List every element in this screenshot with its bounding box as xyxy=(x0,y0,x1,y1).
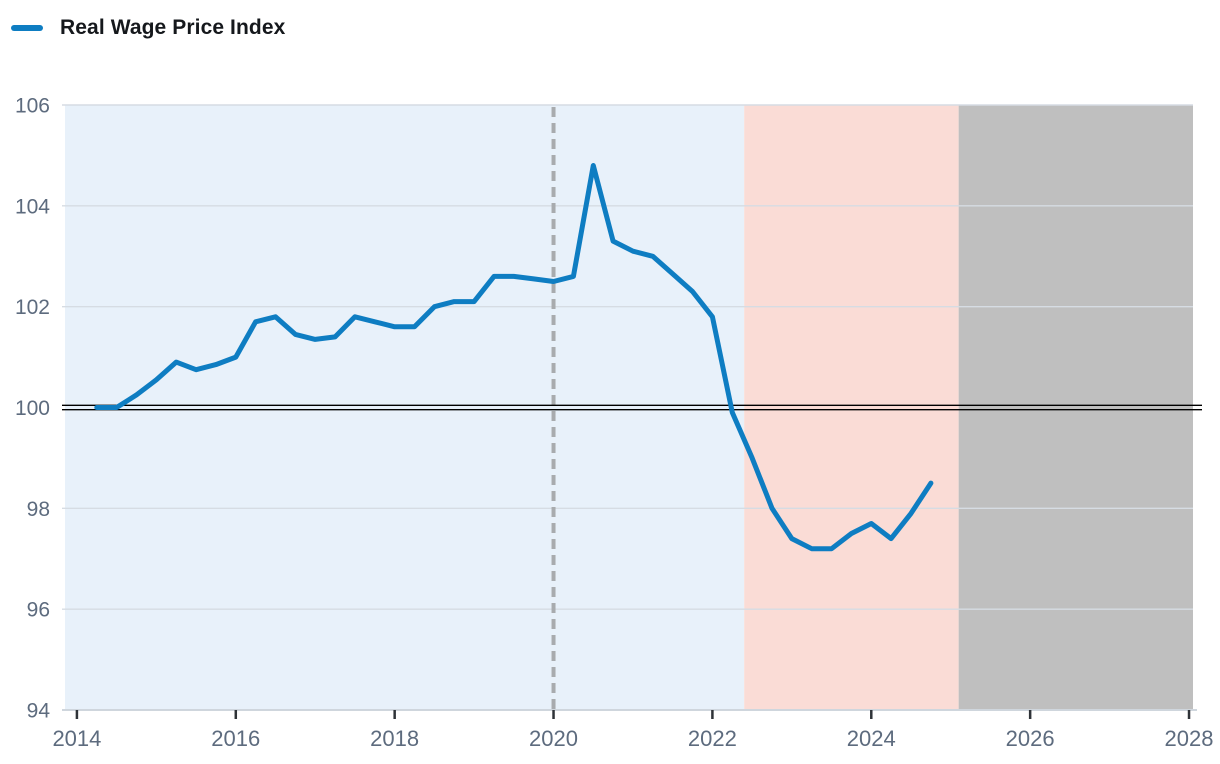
background-pink-band xyxy=(744,105,959,710)
y-tick-label-98: 98 xyxy=(27,498,50,521)
x-tick-label-2022: 2022 xyxy=(688,726,737,751)
y-tick-label-94: 94 xyxy=(27,700,51,723)
legend-label: Real Wage Price Index xyxy=(60,16,286,39)
y-tick-label-102: 102 xyxy=(15,296,50,319)
legend-line-swatch xyxy=(11,25,43,31)
x-tick-label-2024: 2024 xyxy=(847,726,896,751)
y-tick-label-104: 104 xyxy=(15,195,50,218)
background-blue-band xyxy=(65,105,745,710)
x-tick-label-2020: 2020 xyxy=(529,726,578,751)
x-tick-label-2014: 2014 xyxy=(52,726,101,751)
legend: Real Wage Price Index xyxy=(11,16,285,40)
x-tick-label-2018: 2018 xyxy=(370,726,419,751)
y-tick-label-100: 100 xyxy=(15,397,50,420)
x-tick-label-2026: 2026 xyxy=(1006,726,1055,751)
series-line-real-wage-price-index xyxy=(94,163,934,552)
y-tick-label-96: 96 xyxy=(27,599,50,622)
x-tick-label-2016: 2016 xyxy=(211,726,260,751)
background-gray-band xyxy=(958,105,1193,710)
x-tick-label-2028: 2028 xyxy=(1165,726,1214,751)
y-tick-label-106: 106 xyxy=(15,95,50,118)
